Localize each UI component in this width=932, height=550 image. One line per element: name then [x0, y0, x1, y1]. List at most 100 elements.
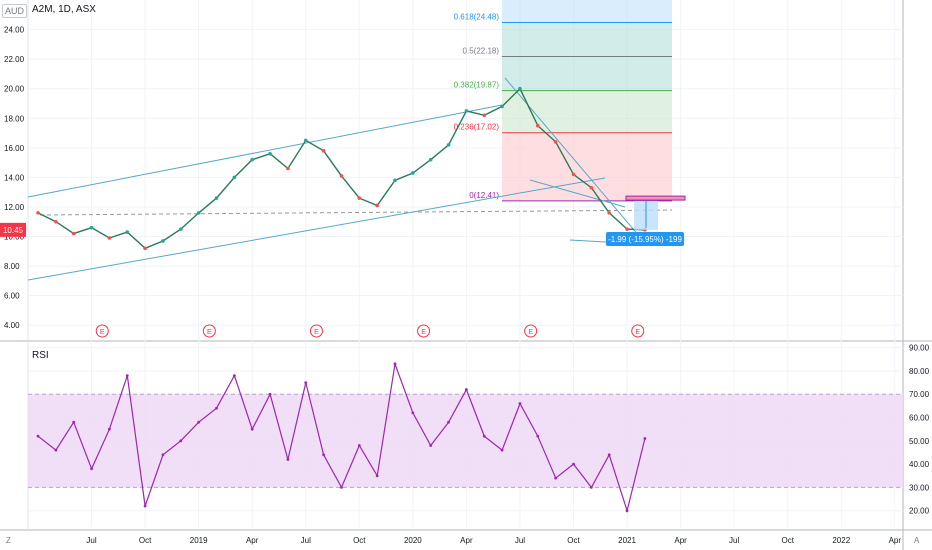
rsi-point [268, 392, 272, 396]
price-point [571, 172, 576, 177]
earnings-marker [417, 324, 431, 338]
channel-lines [27, 77, 673, 281]
price-tick-label: 8.00 [4, 262, 20, 271]
fib-level-label: 0(12.41) [469, 191, 499, 200]
price-point [71, 231, 76, 236]
time-tick-label: 2021 [618, 536, 636, 545]
time-tick-label: Jul [86, 536, 96, 545]
rsi-point [643, 437, 647, 440]
rsi-point [500, 448, 504, 452]
price-point [250, 157, 254, 162]
price-tick-label: 22.00 [4, 55, 25, 64]
last-price-badge [0, 222, 26, 237]
price-point [321, 148, 326, 153]
earnings-marker-label: E [314, 329, 319, 336]
rsi-point [304, 381, 308, 384]
price-point [107, 236, 112, 240]
rsi-point [161, 453, 165, 457]
rsi-point [108, 427, 111, 431]
price-point [36, 211, 40, 215]
time-tick-label: 2022 [832, 536, 850, 545]
price-point [161, 239, 165, 243]
price-tick-label: 24.00 [4, 26, 25, 35]
rsi-point [143, 504, 147, 508]
price-point [518, 86, 522, 91]
price-point [179, 227, 183, 231]
last-price-label: 10.45 [3, 226, 24, 235]
price-point [286, 166, 290, 171]
rsi-point [572, 462, 575, 466]
rsi-tick-label: 90.00 [909, 344, 930, 353]
price-point [464, 109, 469, 113]
price-tick-label: 10.00 [4, 233, 25, 242]
price-point [196, 211, 201, 215]
earnings-marker [309, 324, 323, 338]
rsi-point [607, 453, 611, 457]
time-tick-label: Oct [139, 536, 152, 545]
time-tick-label: Jul [301, 536, 311, 545]
price-point [482, 113, 487, 118]
price-point [589, 185, 594, 190]
rsi-point [589, 486, 593, 489]
fib-level-label: 0.618(24.48) [454, 12, 500, 21]
time-tick-label: Apr [246, 536, 259, 545]
rsi-point [465, 388, 468, 391]
rsi-point [197, 420, 201, 424]
time-tick-label: Jul [729, 536, 739, 545]
earnings-marker-label: E [528, 329, 533, 336]
symbol-title[interactable]: A2M, 1D, ASX [32, 4, 96, 15]
rsi-point [215, 406, 218, 410]
price-point [446, 143, 451, 147]
price-point [89, 225, 94, 230]
earnings-marker-label: E [635, 329, 640, 336]
rsi-title[interactable]: RSI [32, 350, 49, 361]
target-box [625, 195, 686, 201]
channel-lower [27, 177, 606, 281]
time-tick-label: Apr [460, 536, 473, 545]
fib-zone-mid [502, 90, 672, 133]
price-point [411, 171, 415, 175]
time-tick-label: Oct [781, 536, 794, 545]
rsi-point [250, 427, 254, 431]
rsi-point [393, 362, 397, 366]
price-tick-label: 6.00 [4, 292, 20, 301]
time-tick-label: Oct [353, 536, 366, 545]
rsi-point [36, 434, 40, 438]
earnings-marker [631, 324, 645, 338]
rsi-tick-label: 30.00 [909, 483, 930, 492]
rsi-point [482, 434, 486, 438]
rsi-point [72, 420, 76, 424]
fib-level-label: 0.236(17.02) [454, 123, 500, 132]
rsi-point [322, 453, 325, 457]
price-point [232, 175, 237, 180]
rsi-point [429, 444, 433, 447]
price-tick-label: 14.00 [4, 173, 25, 182]
rsi-point [554, 476, 558, 480]
channel-upper [27, 104, 503, 198]
price-tick-label: 12.00 [4, 203, 25, 212]
rsi-point [375, 474, 379, 478]
rsi-point [179, 439, 183, 443]
time-tick-label: 2019 [190, 536, 208, 545]
price-point [536, 123, 540, 128]
earnings-marker [95, 324, 109, 338]
rsi-band [28, 394, 903, 488]
time-tick-label: Jul [515, 536, 525, 545]
rsi-point [232, 374, 236, 378]
rsi-point [90, 467, 93, 471]
price-point [125, 230, 130, 234]
price-tick-label: 20.00 [4, 85, 25, 94]
currency-badge[interactable]: AUD [2, 4, 28, 18]
price-point [339, 174, 344, 178]
rsi-point [125, 374, 129, 378]
price-tick-label: 18.00 [4, 114, 25, 123]
time-tick-label: Apr [674, 536, 687, 545]
fib-level-label: 0.5(22.18) [463, 46, 500, 55]
rsi-tick-label: 70.00 [909, 390, 930, 399]
scale-auto-button: A [914, 536, 920, 545]
price-point [214, 196, 219, 200]
rsi-point [286, 458, 290, 461]
time-tick-label: 2020 [404, 536, 422, 545]
